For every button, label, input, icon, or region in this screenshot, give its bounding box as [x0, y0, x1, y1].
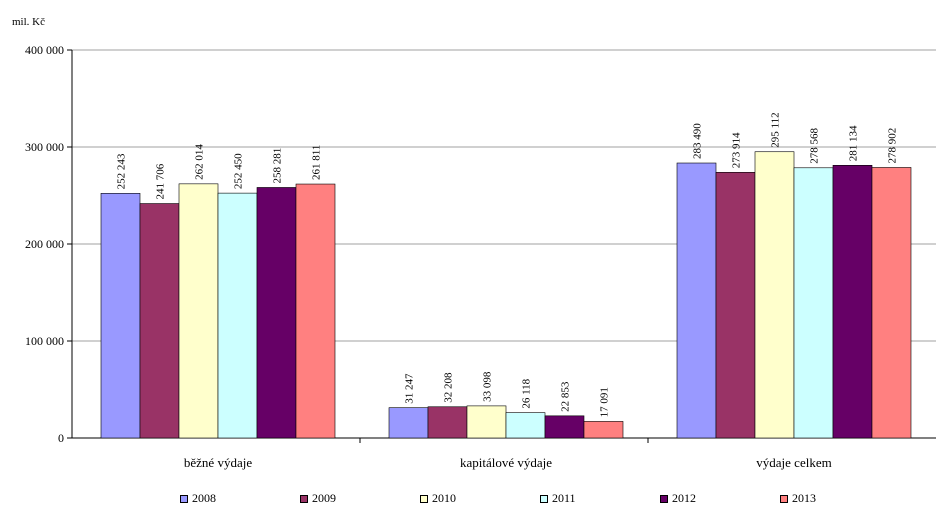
- data-label: 33 098: [482, 371, 494, 402]
- legend-label: 2010: [432, 491, 456, 505]
- y-tick-label: 100 000: [25, 334, 64, 348]
- chart-legend: 2008 2009 2010 2011 2012 2013: [0, 491, 937, 505]
- legend-swatch: [540, 494, 548, 503]
- bar-2010: [754, 151, 795, 439]
- y-tick-label: 0: [58, 431, 64, 445]
- legend-label: 2012: [672, 491, 696, 505]
- legend-item-2010: 2010: [420, 491, 456, 506]
- bar-2008: [676, 162, 717, 439]
- legend-label: 2013: [792, 491, 816, 505]
- bar-2010: [178, 183, 219, 439]
- data-label: 283 490: [692, 123, 704, 159]
- bar-2013: [871, 167, 912, 439]
- y-tick-label: 200 000: [25, 237, 64, 251]
- legend-label: 2009: [312, 491, 336, 505]
- y-tick-label: 400 000: [25, 43, 64, 57]
- bar-2008: [388, 407, 429, 439]
- bar-2010: [466, 405, 507, 439]
- data-label: 252 450: [233, 153, 245, 189]
- data-label: 258 281: [272, 148, 284, 184]
- legend-swatch: [180, 494, 188, 503]
- legend-swatch: [300, 494, 308, 503]
- legend-label: 2008: [192, 491, 216, 505]
- legend-item-2008: 2008: [180, 491, 216, 506]
- data-label: 31 247: [404, 373, 416, 404]
- legend-label: 2011: [552, 491, 576, 505]
- bar-2012: [256, 187, 297, 439]
- legend-item-2009: 2009: [300, 491, 336, 506]
- x-category-label: výdaje celkem: [756, 455, 831, 470]
- bar-2009: [139, 203, 180, 439]
- legend-swatch: [780, 494, 788, 503]
- data-label: 22 853: [560, 381, 572, 412]
- data-label: 273 914: [731, 132, 743, 168]
- bar-2013: [583, 421, 624, 439]
- data-label: 32 208: [443, 372, 455, 403]
- bar-chart: 0 100 000 200 000 300 000 400 000 252 243 241…: [25, 43, 936, 470]
- bar-2013: [295, 183, 336, 439]
- data-label: 281 134: [848, 125, 860, 161]
- bar-2009: [427, 406, 468, 439]
- x-category-label: kapitálové výdaje: [460, 455, 552, 470]
- bar-2011: [217, 192, 258, 439]
- data-label: 17 091: [599, 387, 611, 417]
- data-label: 278 902: [887, 128, 899, 164]
- legend-item-2012: 2012: [660, 491, 696, 506]
- x-category-label: běžné výdaje: [184, 455, 252, 470]
- bar-2008: [100, 193, 141, 439]
- bar-2011: [505, 412, 546, 439]
- data-label: 261 811: [311, 145, 323, 180]
- data-label: 241 706: [155, 163, 167, 199]
- data-label: 262 014: [194, 144, 206, 180]
- y-axis-unit-label: mil. Kč: [12, 16, 45, 28]
- legend-swatch: [420, 494, 428, 503]
- bar-2012: [544, 415, 585, 439]
- bar-2012: [832, 165, 873, 439]
- y-tick-label: 300 000: [25, 140, 64, 154]
- legend-item-2011: 2011: [540, 491, 576, 506]
- data-label: 278 568: [809, 128, 821, 164]
- bar-2011: [793, 167, 834, 439]
- data-label: 252 243: [116, 153, 128, 189]
- data-label: 295 112: [770, 112, 782, 147]
- bar-2009: [715, 172, 756, 439]
- legend-item-2013: 2013: [780, 491, 816, 506]
- data-label: 26 118: [521, 378, 533, 408]
- legend-swatch: [660, 494, 668, 503]
